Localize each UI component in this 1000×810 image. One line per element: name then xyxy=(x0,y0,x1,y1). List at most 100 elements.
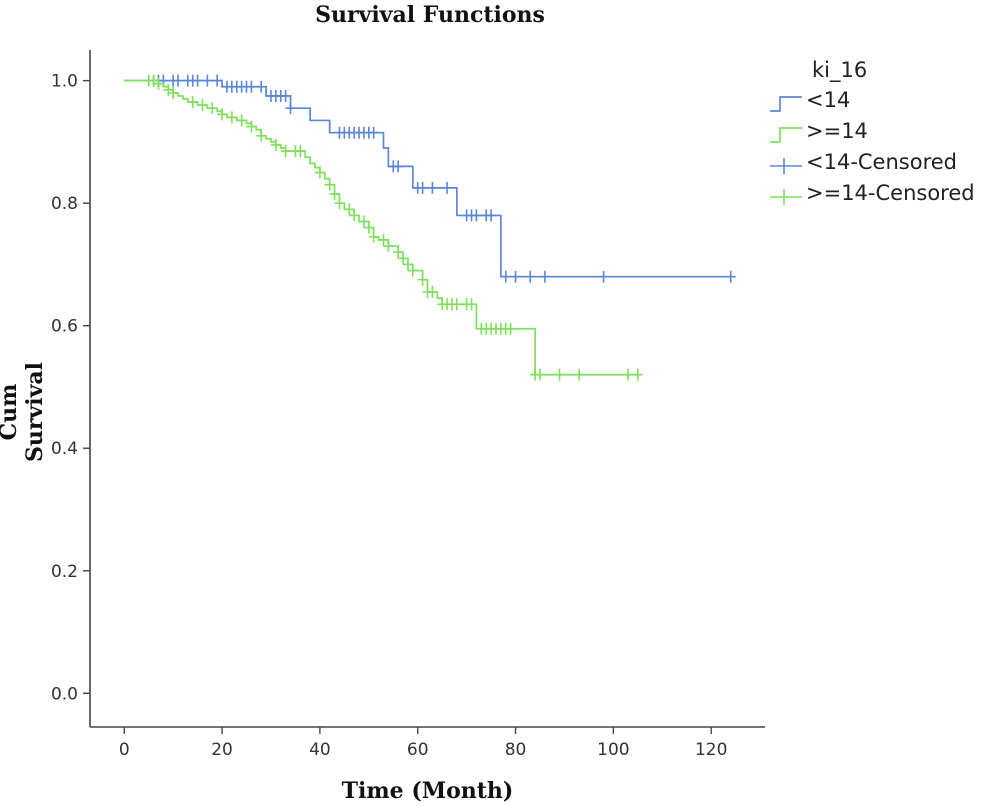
x-axis-label: Time (Month) xyxy=(341,778,514,804)
legend-item-label: >=14-Censored xyxy=(806,181,975,205)
censored-mark-ge14 xyxy=(236,114,247,127)
legend-censor-swatch xyxy=(770,158,802,174)
censored-mark-lt14 xyxy=(598,270,609,283)
censored-mark-ge14 xyxy=(187,96,198,109)
censored-mark-ge14 xyxy=(314,166,325,179)
y-tick-label: 1.0 xyxy=(51,72,78,92)
censored-mark-ge14 xyxy=(246,120,257,133)
series-ge14 xyxy=(124,74,643,381)
censored-mark-lt14 xyxy=(525,270,536,283)
censored-mark-ge14 xyxy=(623,368,634,381)
legend-item: >=14-Censored xyxy=(768,181,998,212)
axes: 0 20 40 60 80 100 120 0.0 0.2 0.4 0.6 0.8 1.0 xyxy=(51,50,765,760)
censored-mark-ge14 xyxy=(148,74,159,87)
censored-mark-lt14 xyxy=(202,74,213,87)
censored-mark-ge14 xyxy=(295,145,306,158)
x-tick-label: 0 xyxy=(119,740,130,760)
survival-step-line-ge14 xyxy=(124,79,638,376)
legend-items: <14 >=14 <14-Censored >=14-Censored xyxy=(768,88,998,212)
censored-mark-lt14 xyxy=(442,181,453,194)
censored-mark-ge14 xyxy=(163,83,174,96)
censored-mark-ge14 xyxy=(344,203,355,216)
survival-step-line-lt14 xyxy=(124,79,731,278)
censored-mark-ge14 xyxy=(358,215,369,228)
censored-mark-lt14 xyxy=(280,89,291,102)
censored-mark-ge14 xyxy=(197,99,208,112)
censored-mark-lt14 xyxy=(486,209,497,222)
legend-censor-swatch xyxy=(770,189,802,205)
censored-mark-ge14 xyxy=(334,197,345,210)
censored-mark-ge14 xyxy=(168,86,179,99)
censored-mark-lt14 xyxy=(539,270,550,283)
y-axis-label: Cum Survival xyxy=(0,362,48,463)
x-tick-label: 120 xyxy=(695,740,727,760)
x-tick-label: 60 xyxy=(407,740,429,760)
y-tick-label: 0.4 xyxy=(51,439,78,459)
censored-mark-lt14 xyxy=(427,181,438,194)
censored-mark-lt14 xyxy=(417,181,428,194)
legend-step-swatch xyxy=(770,127,802,143)
censored-mark-lt14 xyxy=(510,270,521,283)
legend-title: ki_16 xyxy=(812,58,868,82)
censored-mark-ge14 xyxy=(280,145,291,158)
censored-mark-lt14 xyxy=(173,74,184,87)
x-tick-label: 100 xyxy=(597,740,629,760)
legend-item: >=14 xyxy=(768,119,998,150)
censored-mark-lt14 xyxy=(256,80,267,93)
censored-mark-ge14 xyxy=(378,233,389,246)
censored-mark-ge14 xyxy=(427,286,438,299)
y-tick-label: 0.0 xyxy=(51,684,78,704)
censored-mark-lt14 xyxy=(246,80,257,93)
censored-mark-ge14 xyxy=(451,298,462,311)
censored-mark-ge14 xyxy=(207,102,218,115)
censored-mark-lt14 xyxy=(285,102,296,115)
censored-mark-ge14 xyxy=(324,178,335,191)
legend-item: <14-Censored xyxy=(768,150,998,181)
legend-item-label: <14-Censored xyxy=(806,150,957,174)
y-tick-label: 0.8 xyxy=(51,194,78,214)
censored-mark-ge14 xyxy=(505,322,516,335)
legend-step-swatch xyxy=(770,96,802,112)
censored-mark-lt14 xyxy=(725,270,736,283)
censored-mark-ge14 xyxy=(368,230,379,243)
censored-mark-lt14 xyxy=(500,270,511,283)
censored-mark-ge14 xyxy=(217,108,228,121)
y-tick-label: 0.6 xyxy=(51,317,78,337)
series-layer xyxy=(124,74,736,381)
censored-mark-ge14 xyxy=(574,368,585,381)
legend: ki_16 <14 >=14 <14-Censored >=14-Censored xyxy=(768,58,998,212)
legend-item-label: >=14 xyxy=(806,119,868,143)
censored-mark-ge14 xyxy=(226,111,237,124)
censored-mark-lt14 xyxy=(192,74,203,87)
censored-mark-ge14 xyxy=(407,264,418,277)
x-tick-label: 20 xyxy=(211,740,233,760)
censored-mark-ge14 xyxy=(398,252,409,265)
legend-item-label: <14 xyxy=(806,88,851,112)
censored-mark-ge14 xyxy=(535,368,545,381)
censored-mark-ge14 xyxy=(329,187,340,200)
censored-mark-ge14 xyxy=(349,209,360,222)
legend-item: <14 xyxy=(768,88,998,119)
censored-mark-ge14 xyxy=(402,258,413,271)
censored-mark-lt14 xyxy=(368,126,379,139)
censored-mark-ge14 xyxy=(256,129,267,142)
censored-mark-ge14 xyxy=(632,368,643,381)
censored-mark-ge14 xyxy=(383,240,394,253)
series-lt14 xyxy=(124,74,736,283)
censored-mark-ge14 xyxy=(554,368,565,381)
censored-mark-ge14 xyxy=(417,273,428,286)
chart-title: Survival Functions xyxy=(315,2,545,28)
censored-mark-lt14 xyxy=(212,74,223,87)
y-tick-label: 0.2 xyxy=(51,562,78,582)
censored-mark-ge14 xyxy=(153,77,164,90)
censored-mark-ge14 xyxy=(363,221,374,234)
x-tick-label: 40 xyxy=(309,740,331,760)
censored-mark-ge14 xyxy=(270,138,281,151)
censored-mark-ge14 xyxy=(466,298,477,311)
censored-mark-lt14 xyxy=(471,209,482,222)
x-tick-label: 80 xyxy=(505,740,527,760)
censored-mark-ge14 xyxy=(393,246,404,259)
censored-mark-lt14 xyxy=(393,160,404,173)
